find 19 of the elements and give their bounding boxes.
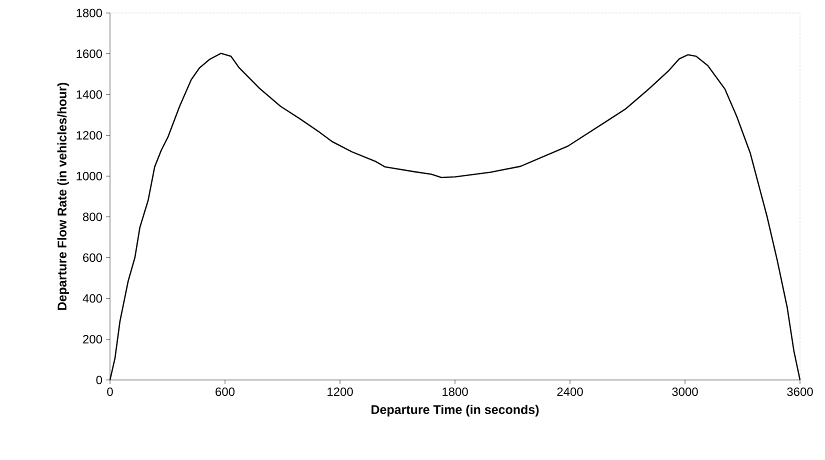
- x-tick-label: 3000: [672, 388, 698, 396]
- y-tick-label: 1400: [76, 90, 102, 99]
- y-axis-title: Departure Flow Rate (in vehicles/hour): [57, 82, 69, 310]
- x-tick-label: 3600: [787, 388, 813, 396]
- y-tick-label: 1800: [76, 8, 102, 18]
- x-tick-label: 1200: [328, 388, 353, 396]
- x-tick-label: 2400: [557, 388, 583, 396]
- y-tick-label: 1600: [76, 50, 102, 58]
- x-tick-label: 600: [216, 388, 235, 396]
- y-tick-label: 1200: [76, 131, 102, 140]
- y-tick-label: 800: [82, 212, 102, 222]
- y-tick-label: 600: [83, 253, 102, 262]
- x-axis-title: Departure Time (in seconds): [372, 404, 539, 416]
- y-tick-label: 400: [82, 294, 102, 303]
- x-tick-label: 0: [107, 388, 113, 396]
- y-tick-label: 1000: [76, 172, 102, 180]
- y-tick-label: 0: [96, 376, 102, 384]
- y-tick-label: 200: [83, 334, 102, 344]
- x-tick-label: 1800: [442, 388, 468, 396]
